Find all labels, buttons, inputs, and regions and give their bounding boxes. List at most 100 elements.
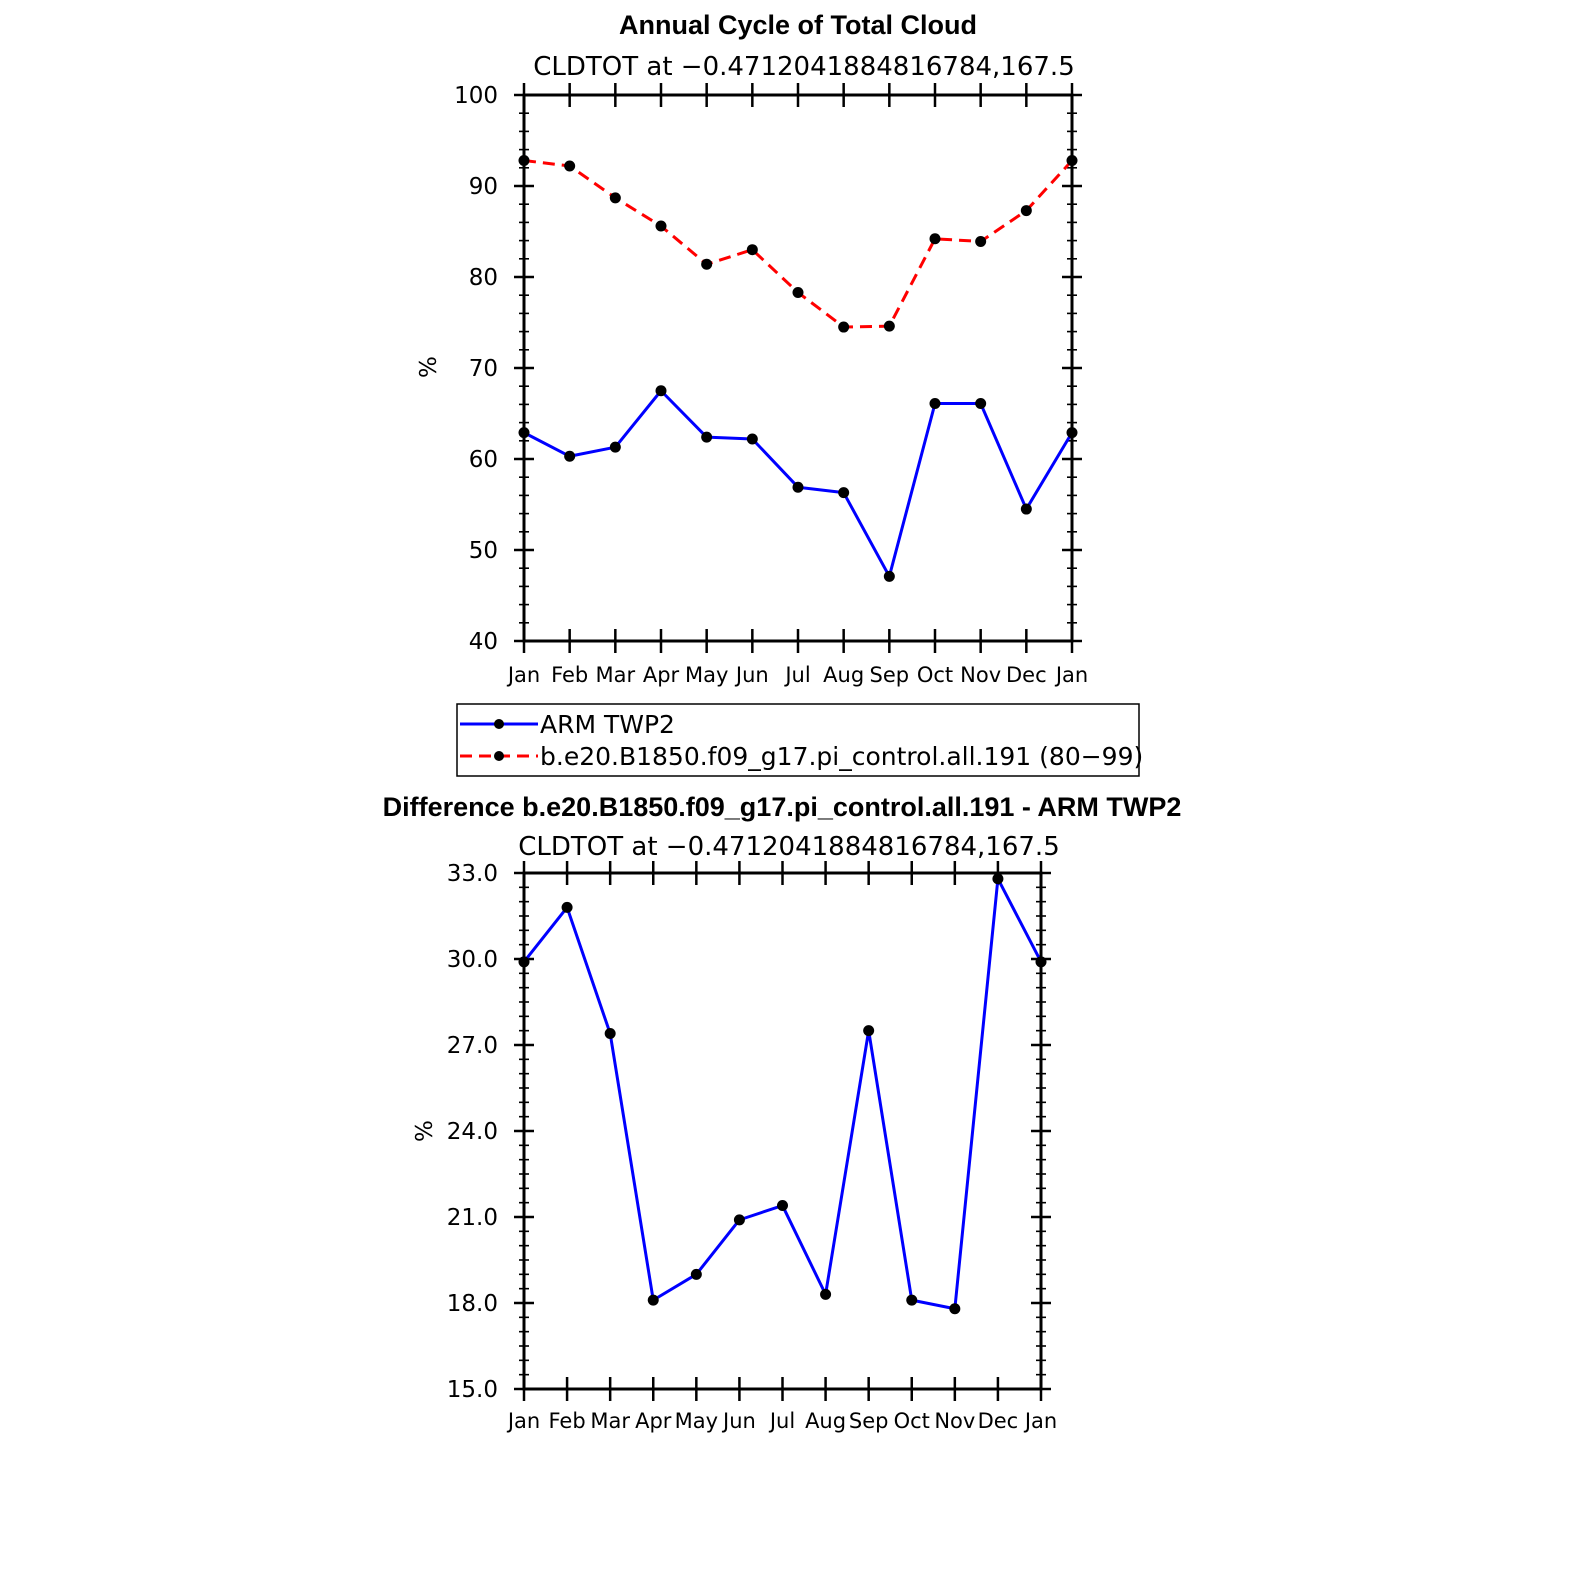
- y-tick-label: 60: [469, 447, 498, 473]
- data-point: [1066, 155, 1078, 167]
- x-tick-label: Apr: [643, 663, 680, 687]
- x-tick-label: Jan: [506, 663, 540, 687]
- data-point: [975, 236, 987, 248]
- data-point: [929, 397, 941, 409]
- x-tick-label: Dec: [978, 1409, 1019, 1433]
- data-point: [1035, 956, 1047, 968]
- x-tick-label: Jun: [721, 1409, 756, 1433]
- x-tick-label: Sep: [870, 663, 910, 687]
- x-tick-label: Jan: [1023, 1409, 1057, 1433]
- data-point: [1020, 205, 1032, 217]
- x-tick-label: May: [685, 663, 728, 687]
- chart-title: Annual Cycle of Total Cloud: [619, 10, 977, 40]
- x-tick-label: Dec: [1006, 663, 1047, 687]
- data-point: [1020, 503, 1032, 515]
- legend-obs-marker: [494, 719, 504, 729]
- legend: ARM TWP2 b.e20.B1850.f09_g17.pi_control.…: [456, 703, 1143, 777]
- data-point: [992, 873, 1004, 885]
- data-point: [733, 1214, 745, 1226]
- chart-subtitle: CLDTOT at −0.4712041884816784,167.5: [533, 52, 1075, 82]
- data-point: [690, 1268, 702, 1280]
- data-point: [609, 441, 621, 453]
- x-tick-label: Jun: [734, 663, 769, 687]
- data-point: [518, 155, 530, 167]
- x-tick-labels: Jan Feb Mar Apr May Jun Jul Aug Sep Oct Nov Dec Jan: [506, 663, 1088, 687]
- diff-y-tick-labels: 15.0 18.0 21.0 24.0 27.0 30.0 33.0: [447, 861, 498, 1403]
- x-tick-label: Aug: [805, 1409, 846, 1433]
- diff-y-axis-label: %: [412, 1120, 438, 1142]
- data-point: [1066, 427, 1078, 439]
- x-tick-label: Mar: [590, 1409, 630, 1433]
- x-tick-label: Jul: [783, 663, 810, 687]
- y-tick-label: 40: [469, 629, 498, 655]
- annual-cycle-chart: Annual Cycle of Total Cloud CLDTOT at −0…: [416, 10, 1088, 687]
- data-point: [838, 321, 850, 333]
- y-tick-label: 18.0: [447, 1291, 498, 1317]
- diff-series-lines: [522, 877, 1043, 1311]
- data-point: [564, 450, 576, 462]
- data-point: [792, 481, 804, 493]
- x-tick-label: Jul: [768, 1409, 795, 1433]
- data-point: [746, 244, 758, 256]
- data-point: [975, 397, 987, 409]
- y-tick-label: 70: [469, 356, 498, 382]
- data-point: [883, 570, 895, 582]
- data-point: [883, 320, 895, 332]
- data-point: [929, 233, 941, 245]
- data-point: [701, 431, 713, 443]
- difference-chart: Difference b.e20.B1850.f09_g17.pi_contro…: [383, 792, 1182, 1433]
- x-tick-label: Feb: [548, 1409, 585, 1433]
- y-tick-label: 27.0: [447, 1033, 498, 1059]
- x-tick-label: Mar: [596, 663, 636, 687]
- diff-chart-subtitle: CLDTOT at −0.4712041884816784,167.5: [518, 832, 1060, 862]
- data-point: [820, 1288, 832, 1300]
- data-point: [777, 1200, 788, 1212]
- data-point: [746, 433, 758, 445]
- y-tick-label: 15.0: [447, 1377, 498, 1403]
- data-point: [838, 487, 850, 499]
- data-point: [701, 258, 713, 270]
- series-line-1: [523, 159, 1074, 329]
- data-point: [647, 1294, 659, 1306]
- diff-minor-ticks: [519, 886, 1046, 1376]
- legend-obs-label: ARM TWP2: [540, 710, 675, 739]
- data-point: [604, 1028, 616, 1040]
- plot-frame: [522, 93, 1074, 643]
- x-tick-label: Aug: [823, 663, 864, 687]
- series-lines: [523, 159, 1074, 578]
- diff-plot-frame: [522, 871, 1043, 1391]
- diff-major-ticks: [514, 861, 1051, 1401]
- x-tick-label: Jan: [506, 1409, 540, 1433]
- x-tick-label: Oct: [894, 1409, 930, 1433]
- y-tick-label: 30.0: [447, 947, 498, 973]
- y-tick-label: 50: [469, 538, 498, 564]
- data-point: [561, 901, 573, 913]
- data-point: [564, 160, 576, 172]
- diff-x-tick-labels: Jan Feb Mar Apr May Jun Jul Aug Sep Oct Nov Dec Jan: [506, 1409, 1057, 1433]
- data-point: [949, 1303, 961, 1315]
- x-tick-label: Apr: [635, 1409, 672, 1433]
- y-tick-label: 33.0: [447, 861, 498, 887]
- x-tick-label: Jan: [1054, 663, 1088, 687]
- y-tick-label: 24.0: [447, 1119, 498, 1145]
- legend-model-label: b.e20.B1850.f09_g17.pi_control.all.191 (…: [540, 742, 1143, 771]
- data-point: [655, 220, 667, 232]
- data-point: [863, 1025, 875, 1037]
- y-tick-label: 90: [469, 174, 498, 200]
- data-point: [518, 956, 530, 968]
- x-tick-label: Oct: [917, 663, 953, 687]
- x-tick-label: May: [675, 1409, 718, 1433]
- data-point: [906, 1294, 918, 1306]
- series-line-0: [522, 877, 1043, 1311]
- x-tick-label: Feb: [551, 663, 588, 687]
- x-tick-label: Nov: [934, 1409, 975, 1433]
- y-tick-label: 100: [454, 83, 498, 109]
- data-point: [518, 427, 530, 439]
- data-point: [609, 192, 621, 204]
- y-axis-label: %: [416, 356, 442, 378]
- x-tick-label: Sep: [849, 1409, 889, 1433]
- legend-box: [456, 703, 1140, 777]
- y-tick-label: 80: [469, 265, 498, 291]
- data-point: [792, 286, 804, 298]
